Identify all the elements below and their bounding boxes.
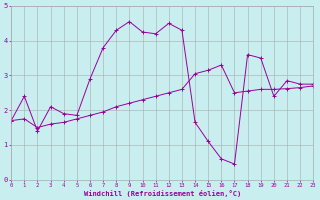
X-axis label: Windchill (Refroidissement éolien,°C): Windchill (Refroidissement éolien,°C) — [84, 190, 241, 197]
